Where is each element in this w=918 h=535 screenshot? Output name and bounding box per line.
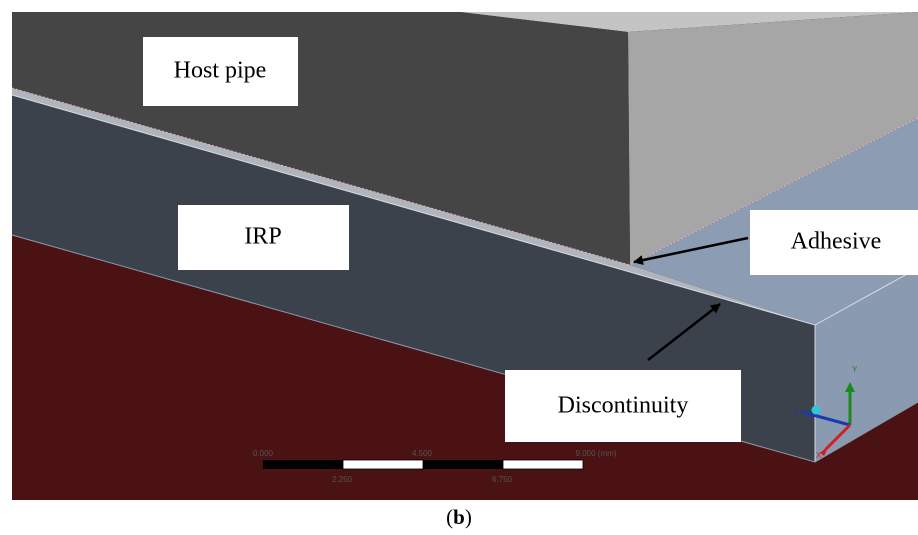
label: Discontinuity — [558, 393, 689, 419]
origin-ball — [812, 406, 821, 415]
figure: Host pipe IRP Adhesive Discontinuity 0.0… — [0, 0, 918, 535]
caption-letter: b — [453, 505, 465, 529]
scale-label: 2.250 — [332, 475, 353, 484]
scale-segment — [343, 460, 423, 469]
label: IRP — [244, 224, 281, 250]
scale-label: 9.000 (mm) — [576, 449, 617, 458]
scale-label: 0.000 — [253, 449, 274, 458]
scale-segment — [263, 460, 343, 469]
scale-segment — [503, 460, 583, 469]
scale-label: 4.500 — [412, 449, 433, 458]
caption-part: ) — [465, 505, 472, 529]
axis-label: X — [816, 451, 822, 460]
caption-part: ( — [446, 505, 453, 529]
label: Adhesive — [791, 229, 882, 255]
label: Host pipe — [174, 58, 267, 84]
axis-label: Z — [794, 407, 799, 416]
scale-label: 6.750 — [492, 475, 513, 484]
caption: (b) — [446, 505, 472, 529]
axis-label: Y — [852, 365, 858, 374]
scale-segment — [423, 460, 503, 469]
